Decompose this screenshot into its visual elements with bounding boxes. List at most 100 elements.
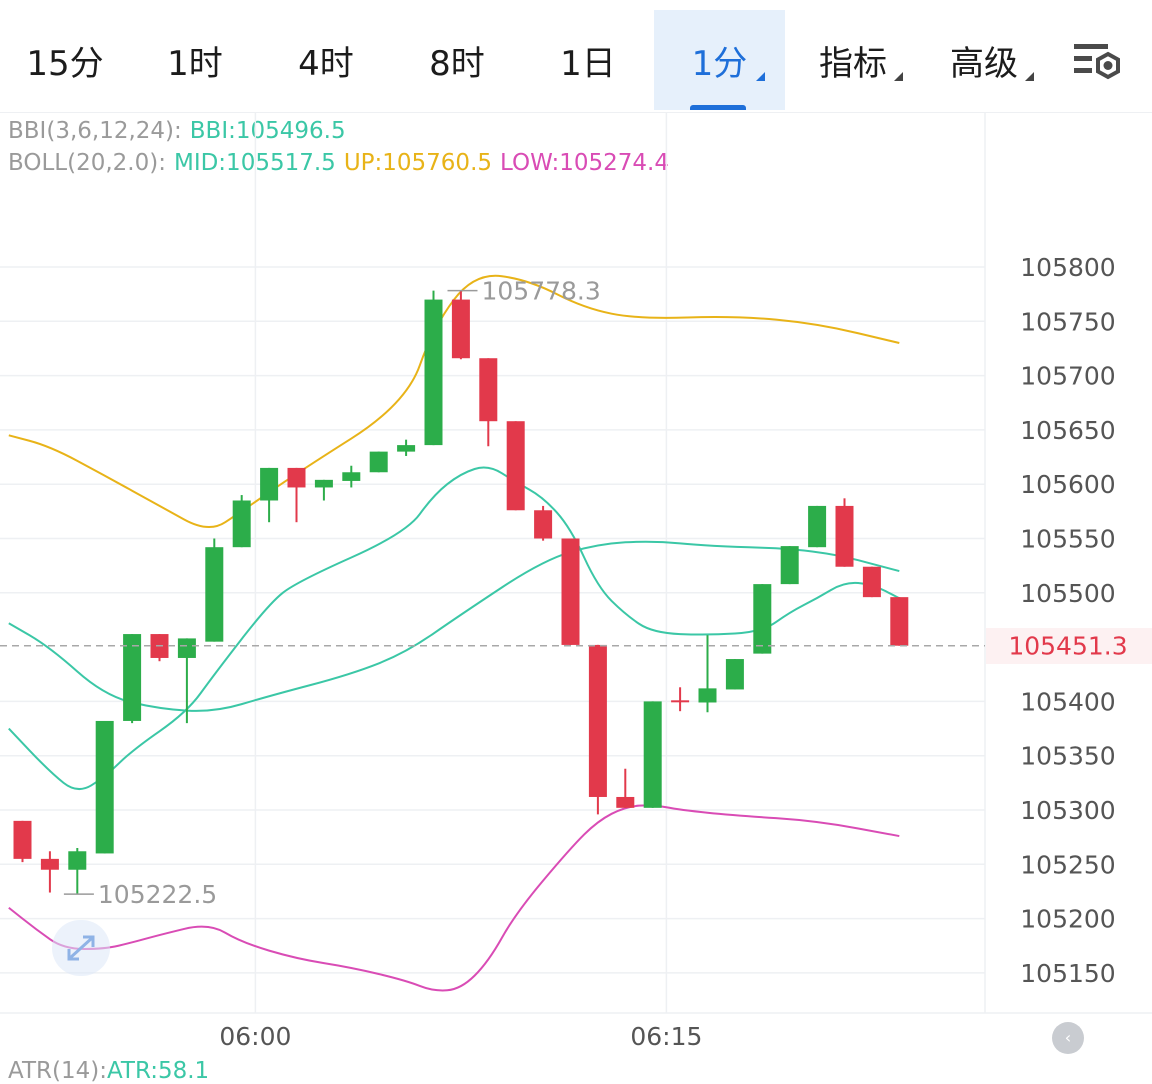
last-price-tag-bg <box>986 628 1152 664</box>
candle-body <box>287 467 306 488</box>
candle <box>588 644 607 815</box>
y-tick-label: 105750 <box>1020 307 1115 336</box>
candle <box>753 584 772 654</box>
tab-label: 8时 <box>429 43 485 84</box>
active-tab-indicator <box>690 105 746 110</box>
x-tick-label: 06:00 <box>219 1022 291 1051</box>
chart-settings-icon[interactable] <box>1072 40 1126 86</box>
candle <box>13 820 32 863</box>
atr-name: ATR(14): <box>8 1058 107 1084</box>
candle <box>177 638 196 724</box>
candle <box>534 505 553 541</box>
candle-body <box>780 546 799 585</box>
candle <box>890 597 909 646</box>
candle <box>95 720 114 854</box>
candle <box>616 768 635 808</box>
tab-1d[interactable]: 1日 <box>535 10 641 110</box>
x-tick-label: 06:15 <box>630 1022 702 1051</box>
candle <box>123 634 142 724</box>
candle-body <box>479 358 498 422</box>
y-tick-label: 105150 <box>1020 959 1115 988</box>
candle <box>397 439 416 456</box>
candle <box>150 634 169 662</box>
y-tick-label: 105700 <box>1020 362 1115 391</box>
candle-body <box>424 299 443 446</box>
candle-body <box>13 820 32 859</box>
candle-body <box>177 638 196 658</box>
low-price-label: 105222.5 <box>98 880 217 909</box>
candles <box>13 290 909 895</box>
candle-body <box>314 479 333 488</box>
tab-label: 1时 <box>167 43 223 84</box>
candle <box>643 701 662 808</box>
y-tick-label: 105550 <box>1020 525 1115 554</box>
time-axis: 06:00 06:15 <box>219 1022 702 1051</box>
candle <box>780 546 799 585</box>
candle-body <box>205 547 224 642</box>
tab-advanced[interactable]: 高级 <box>931 10 1037 110</box>
boll-up-value: UP:105760.5 <box>343 150 493 176</box>
candle <box>369 451 388 473</box>
candle-body <box>561 538 580 645</box>
candle-body <box>588 644 607 797</box>
boll-low-value: LOW:105274.4 <box>500 150 670 176</box>
dropdown-corner-icon <box>894 72 903 81</box>
candle-body <box>890 597 909 646</box>
tab-1h[interactable]: 1时 <box>142 10 248 110</box>
y-tick-label: 105650 <box>1020 416 1115 445</box>
expand-icon[interactable] <box>52 920 110 976</box>
y-tick-label: 105500 <box>1020 579 1115 608</box>
candle <box>287 467 306 523</box>
tab-label: 指标 <box>819 43 887 84</box>
tab-8h[interactable]: 8时 <box>404 10 510 110</box>
candle <box>725 659 744 690</box>
boll-name: BOLL(20,2.0): <box>8 150 166 176</box>
y-tick-label: 105350 <box>1020 742 1115 771</box>
candle-body <box>232 500 251 548</box>
candle-body <box>835 505 854 567</box>
collapse-axis-icon[interactable]: ‹ <box>1052 1022 1084 1054</box>
tab-label: 高级 <box>950 43 1018 84</box>
candle-body <box>123 634 142 721</box>
candle-body <box>698 688 717 703</box>
candle <box>561 538 580 645</box>
candle-body <box>534 510 553 539</box>
candle <box>314 479 333 501</box>
y-tick-label: 105600 <box>1020 470 1115 499</box>
period-tabs: 15分 1时 4时 8时 1日 1分 指标 高级 <box>0 0 1152 113</box>
candle-body <box>506 421 525 511</box>
candle-body <box>671 700 690 703</box>
dropdown-corner-icon <box>1025 72 1034 81</box>
candle-body <box>397 445 416 452</box>
extreme-markers: 105778.3 105222.5 <box>63 277 601 909</box>
candle-body <box>451 299 470 359</box>
tab-15min[interactable]: 15分 <box>12 10 118 110</box>
tab-label: 4时 <box>298 43 354 84</box>
candle <box>862 566 881 598</box>
candle <box>68 848 87 895</box>
candle-body <box>643 701 662 808</box>
candle <box>479 358 498 447</box>
candle-body <box>725 659 744 690</box>
bbi-readout: BBI(3,6,12,24): BBI:105496.5 <box>8 118 354 144</box>
tab-4h[interactable]: 4时 <box>273 10 379 110</box>
y-tick-label: 105800 <box>1020 253 1115 282</box>
candle <box>260 467 279 523</box>
series-line-bbi <box>8 466 900 791</box>
candle-body <box>808 505 827 548</box>
candle <box>342 465 361 488</box>
tab-label: 1日 <box>560 43 616 84</box>
series-line-up <box>8 274 900 528</box>
tab-label: 15分 <box>26 43 104 84</box>
y-tick-label: 105400 <box>1020 687 1115 716</box>
y-tick-label: 105300 <box>1020 796 1115 825</box>
tab-indicators[interactable]: 指标 <box>800 10 906 110</box>
tab-1min[interactable]: 1分 <box>654 10 785 110</box>
candle <box>424 290 443 446</box>
candle <box>698 635 717 713</box>
candle <box>506 421 525 511</box>
atr-value: ATR:58.1 <box>106 1058 210 1084</box>
y-tick-label: 105250 <box>1020 850 1115 879</box>
candle-body <box>260 467 279 501</box>
